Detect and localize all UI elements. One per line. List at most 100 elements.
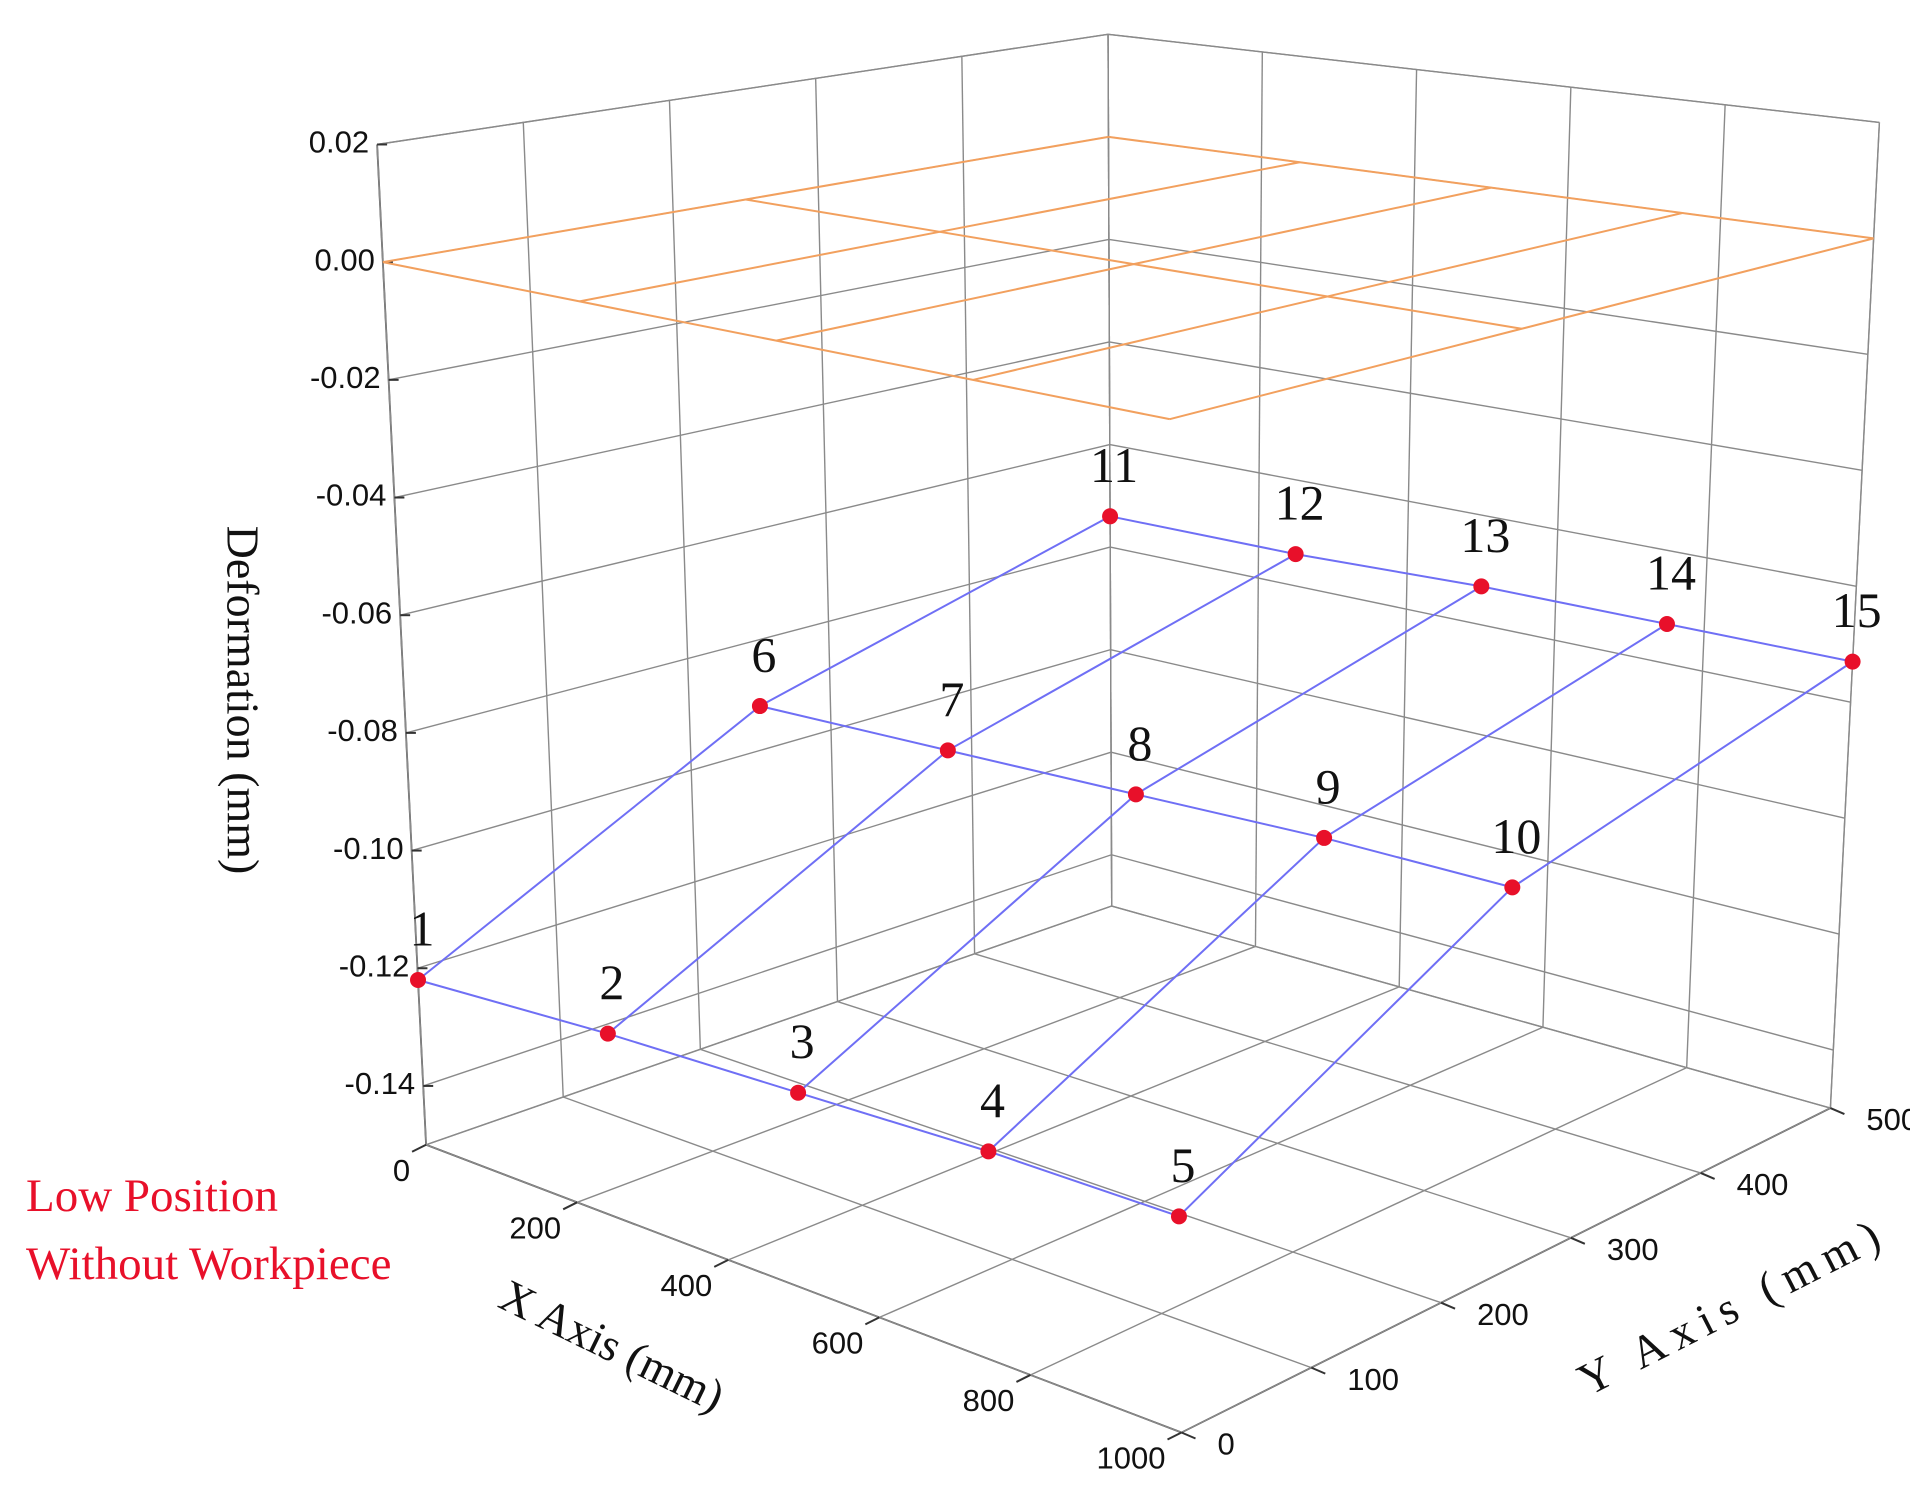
y-tick-label: 100	[1347, 1362, 1399, 1397]
x-tick	[864, 1316, 880, 1326]
z-axis-title: Deformation (mm)	[217, 526, 268, 875]
grid-line	[668, 100, 702, 1050]
mesh-line	[382, 135, 1109, 264]
grid-line	[727, 986, 1400, 1261]
data-point	[751, 698, 768, 715]
data-point	[599, 1025, 616, 1042]
grid-line	[1110, 546, 1851, 703]
data-point	[410, 972, 427, 989]
z-tick-label: -0.12	[339, 948, 410, 983]
grid-line	[1111, 905, 1831, 1109]
grid-line	[1254, 51, 1264, 947]
grid-line	[1110, 751, 1840, 935]
grid-line	[1542, 87, 1572, 1028]
x-tick-label: 200	[509, 1211, 561, 1246]
x-tick-label: 600	[812, 1326, 864, 1361]
grid-line	[388, 238, 1110, 381]
z-tick-label: -0.08	[327, 713, 398, 748]
y-tick	[1700, 1172, 1716, 1180]
data-point	[1316, 829, 1333, 846]
point-label: 4	[980, 1072, 1005, 1128]
grid-line	[405, 546, 1111, 734]
point-label: 7	[939, 671, 964, 727]
y-tick	[1830, 1107, 1845, 1115]
grid-line	[1030, 1067, 1687, 1376]
grid-line	[1109, 341, 1863, 471]
z-tick-label: -0.06	[321, 595, 392, 630]
y-tick-label: 500	[1866, 1102, 1910, 1137]
x-tick-label: 400	[661, 1268, 713, 1303]
grid-line	[837, 1000, 1572, 1239]
grid-line	[1108, 238, 1868, 356]
x-tick	[562, 1201, 578, 1211]
y-tick	[1440, 1301, 1456, 1310]
grid-line	[417, 751, 1112, 969]
point-label: 1	[410, 900, 435, 956]
point-label: 6	[751, 627, 776, 683]
grid-line	[814, 78, 839, 1002]
z-tick-label: -0.02	[310, 360, 381, 395]
z-tick-label: -0.10	[333, 831, 404, 866]
y-tick-label: 300	[1607, 1232, 1659, 1267]
x-tick-label: 0	[393, 1153, 410, 1188]
data-point	[1844, 653, 1861, 670]
annotation: Without Workpiece	[26, 1238, 391, 1290]
grid-line	[394, 341, 1110, 499]
point-label: 14	[1646, 544, 1696, 600]
x-tick	[713, 1258, 729, 1268]
data-point	[1287, 546, 1304, 563]
x-tick	[411, 1143, 427, 1153]
grid-line	[422, 854, 1112, 1087]
grid-line	[1111, 854, 1834, 1051]
data-point	[1473, 578, 1490, 595]
mesh-line	[1169, 237, 1874, 421]
point-label: 8	[1127, 715, 1152, 771]
grid-line	[425, 1144, 1182, 1434]
data-point	[1127, 786, 1144, 803]
z-tick-label: 0.02	[309, 125, 369, 160]
grid-line	[1107, 33, 1880, 124]
y-tick-label: 200	[1477, 1297, 1529, 1332]
data-point	[1504, 879, 1521, 896]
grid-line	[1398, 69, 1418, 987]
data-point	[790, 1084, 807, 1101]
data-point	[1170, 1208, 1187, 1225]
grid-line	[425, 905, 1112, 1146]
point-label: 11	[1090, 437, 1138, 493]
point-label: 3	[790, 1013, 815, 1069]
point-label: 12	[1275, 475, 1325, 531]
mesh-line	[972, 212, 1683, 381]
z-tick-label: 0.00	[315, 242, 375, 277]
z-tick-label: -0.04	[316, 478, 387, 513]
point-label: 10	[1491, 808, 1541, 864]
data-point	[939, 742, 956, 759]
mesh-line	[987, 623, 1668, 1153]
grid-line	[1109, 443, 1857, 587]
grid-line	[376, 144, 427, 1145]
point-label: 9	[1316, 758, 1341, 814]
x-tick-label: 800	[963, 1383, 1015, 1418]
grid-line	[961, 56, 976, 954]
grid-line	[1107, 34, 1113, 907]
grid-line	[974, 953, 1701, 1174]
point-label: 5	[1170, 1137, 1195, 1193]
grid-line	[399, 443, 1110, 616]
grid-line	[411, 648, 1111, 852]
point-label: 2	[599, 954, 624, 1010]
x-tick	[1167, 1431, 1182, 1441]
grid-line	[1829, 122, 1881, 1109]
y-tick-label: 400	[1737, 1167, 1789, 1202]
y-tick-label: 0	[1218, 1427, 1235, 1462]
data-point	[1658, 616, 1675, 633]
point-label: 13	[1460, 507, 1510, 563]
mesh-line	[579, 161, 1300, 303]
y-tick	[1181, 1431, 1196, 1440]
grid-line	[562, 1096, 1312, 1369]
grid-line	[376, 33, 1109, 146]
x-tick	[1015, 1374, 1031, 1383]
grid-line	[700, 1048, 1442, 1304]
z-tick-label: -0.14	[345, 1066, 416, 1101]
y-tick	[1570, 1236, 1586, 1245]
grid-line	[1110, 648, 1845, 819]
